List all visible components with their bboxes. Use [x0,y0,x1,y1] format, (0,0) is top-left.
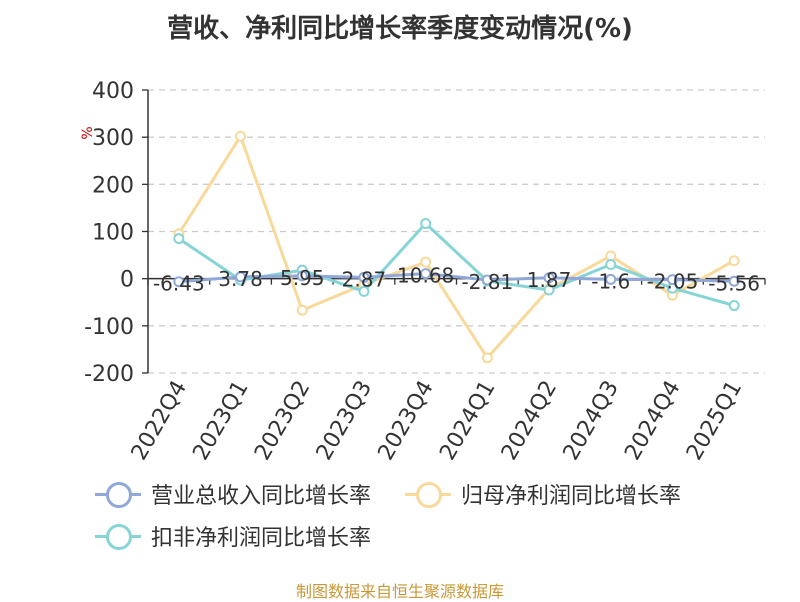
series-point [235,271,247,283]
x-category-label: 2024Q3 [559,377,624,465]
series-point [481,274,493,286]
series-point [173,276,185,288]
x-category-label: 2022Q4 [127,377,192,465]
series-point [605,259,617,271]
legend-row-2: 扣非净利润同比增长率 [95,520,405,552]
series-point [666,274,678,286]
series-point [420,217,432,229]
series-point [296,304,308,316]
y-axis-label: % [80,126,96,139]
data-label: -5.56 [708,271,760,295]
data-label: 2.87 [342,267,387,291]
series-point [358,285,370,297]
data-label: 5.95 [280,266,325,290]
x-category-label: 2023Q1 [188,377,253,465]
y-tick-label: 300 [92,126,134,151]
y-tick-label: 400 [92,79,134,104]
x-category-label: 2024Q1 [435,376,500,464]
source-note: 制图数据来自恒生聚源数据库 [295,582,504,601]
data-labels: -6.43 3.78 5.95 2.87 10.68 -2.81 1.87 -1.6 -2.05… [153,264,760,296]
series-point [728,300,740,312]
x-category-label: 2023Q4 [374,377,439,465]
legend-swatch-net-profit [405,479,452,509]
data-label: -1.6 [591,269,630,293]
y-tick-label: -100 [84,315,134,340]
series-point [543,272,555,284]
series-point [543,284,555,296]
legend-label-net-profit: 归母净利润同比增长率 [461,484,682,509]
series-point [728,255,740,267]
x-category-label: 2024Q4 [620,377,685,465]
legend-item-adjusted-profit[interactable]: 扣非净利润同比增长率 [95,520,371,552]
x-category-label: 2023Q2 [250,377,315,465]
y-tick-label: 0 [120,268,134,293]
series-line [178,272,735,284]
series-point [420,256,432,268]
series-point [728,275,740,287]
legend-label-adjusted-profit: 扣非净利润同比增长率 [151,526,372,551]
series-point [296,270,308,282]
data-label: -2.05 [647,270,699,294]
series-line [177,134,735,360]
series-lines [173,130,740,364]
series-point [235,130,247,142]
legend-swatch-revenue [95,479,141,509]
data-label: 10.68 [397,264,454,288]
x-category-label: 2024Q2 [497,377,562,465]
chart-title: 营收、净利同比增长率季度变动情况(%) [167,14,633,44]
y-tick-label: 200 [92,173,134,198]
data-label: 1.87 [527,268,572,292]
x-category-label: 2023Q3 [312,377,377,465]
series-point [605,273,617,285]
x-category-label: 2025Q1 [682,377,747,465]
y-tick-label: -200 [84,362,134,387]
data-label: -2.81 [461,270,513,294]
data-label: 3.78 [218,267,263,291]
legend-row-1: 营业总收入同比增长率 归母净利润同比增长率 [95,478,715,510]
series-point [481,352,493,364]
series-point [358,271,370,283]
legend-item-revenue[interactable]: 营业总收入同比增长率 [95,478,371,510]
series-point [420,268,432,280]
legend-label-revenue: 营业总收入同比增长率 [151,484,372,509]
data-label: -6.43 [153,272,205,296]
series-point [173,233,185,245]
y-tick-label: 100 [92,221,134,246]
legend-item-net-profit[interactable]: 归母净利润同比增长率 [405,478,681,510]
legend-swatch-adjusted-profit [95,521,141,551]
